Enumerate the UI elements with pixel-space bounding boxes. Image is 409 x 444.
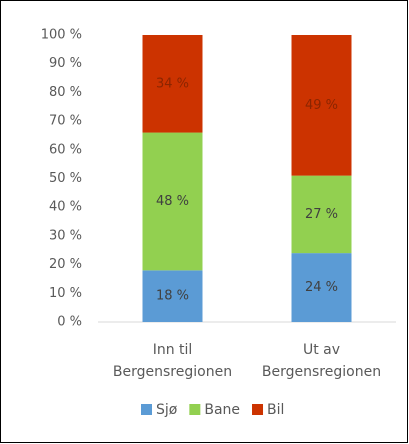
legend-label: Bane xyxy=(204,402,240,418)
y-tick-label: 60 % xyxy=(49,142,82,157)
bar-segment xyxy=(142,132,203,271)
legend-label: Bil xyxy=(267,402,284,418)
y-tick-label: 20 % xyxy=(49,257,82,272)
data-label: 49 % xyxy=(305,98,338,113)
y-tick-label: 70 % xyxy=(49,114,82,129)
data-label: 27 % xyxy=(305,207,338,222)
x-tick-label: Inn til xyxy=(153,342,193,358)
y-tick-label: 100 % xyxy=(41,28,82,43)
bar-segment xyxy=(291,253,352,322)
data-label: 18 % xyxy=(156,289,189,304)
y-tick-label: 40 % xyxy=(49,200,82,215)
y-tick-label: 30 % xyxy=(49,228,82,243)
legend-label: Sjø xyxy=(156,402,178,418)
data-label: 24 % xyxy=(305,280,338,295)
legend-swatch xyxy=(189,404,201,415)
y-tick-label: 90 % xyxy=(49,56,82,71)
bar-segment xyxy=(291,35,352,176)
legend-swatch xyxy=(252,404,264,415)
bar-segment xyxy=(142,270,203,322)
data-label: 48 % xyxy=(156,194,189,209)
legend-swatch xyxy=(141,404,152,415)
x-tick-label: Bergensregionen xyxy=(113,364,232,380)
y-tick-label: 80 % xyxy=(49,85,82,100)
bar-segment xyxy=(291,175,352,254)
bar-segment xyxy=(142,35,203,133)
x-tick-label: Bergensregionen xyxy=(262,364,381,380)
y-tick-label: 10 % xyxy=(49,286,82,301)
data-label: 34 % xyxy=(156,76,189,91)
y-tick-label: 50 % xyxy=(49,171,82,186)
y-tick-label: 0 % xyxy=(57,315,82,330)
x-tick-label: Ut av xyxy=(303,342,340,358)
